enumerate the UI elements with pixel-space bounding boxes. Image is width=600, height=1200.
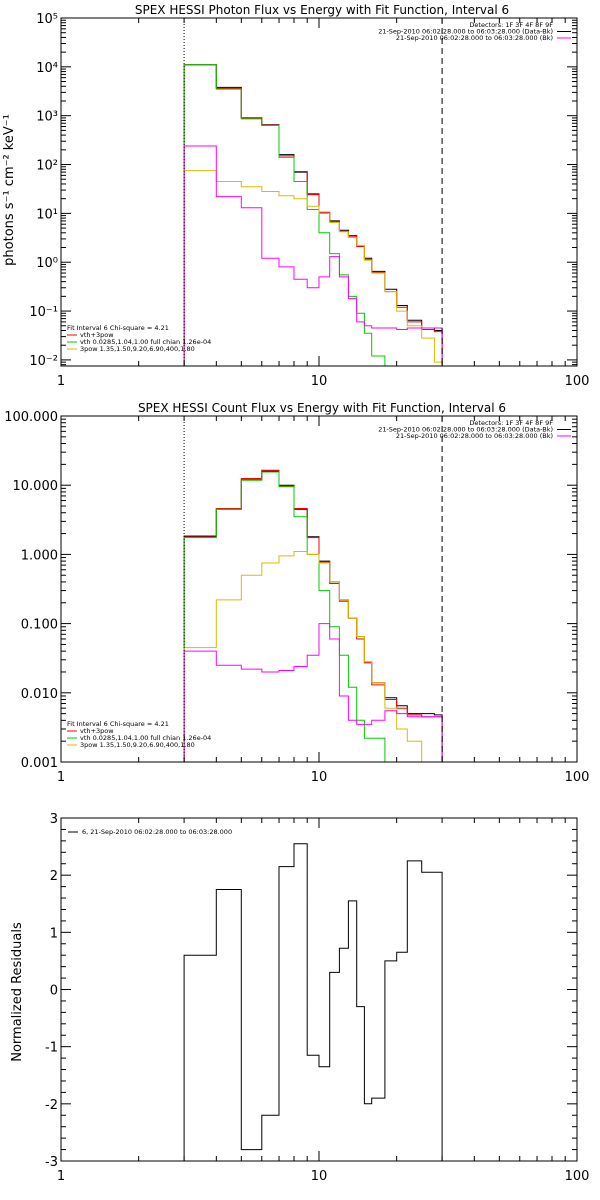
y-tick-label: 0.001: [21, 756, 58, 771]
y-tick-label: 10⁵: [36, 12, 58, 27]
plot-frame: [60, 17, 578, 367]
y-tick-label: 0: [50, 984, 58, 999]
y-tick-label: 10.000: [13, 479, 59, 494]
plot-area: [183, 18, 443, 367]
legend-entry: Fit Interval 6 Chi-square = 4.21: [67, 324, 169, 332]
info-line: 21-Sep-2010 06:02:28.000 to 06:03:28.000…: [378, 28, 553, 36]
y-tick-label: 10⁰: [36, 256, 58, 271]
legend: 6, 21-Sep-2010 06:02:28.000 to 06:03:28.…: [68, 828, 232, 836]
series-line-1: [183, 64, 443, 366]
x-axis: 1 10 100: [57, 818, 590, 1184]
x-tick-label: 100: [565, 770, 590, 785]
x-tick-label: 1: [57, 770, 65, 785]
legend-entry: 3pow 1.35,1.50,9.20,6.90,400,1.80: [80, 345, 195, 353]
y-tick-label: -2: [45, 1098, 58, 1113]
info-line: 21-Sep-2010 06:02:28.000 to 06:03:28.000…: [396, 432, 553, 440]
legend-entry: vth 0.0285,1.04,1.00 full chian 1.26e-04: [80, 338, 211, 346]
residuals-panel: Normalized Residuals 1 10 100 -3 -2 -1 0 1 2 3 6, …: [10, 812, 589, 1184]
count-flux-panel: SPEX HESSI Count Flux vs Energy with Fit…: [4, 401, 589, 785]
x-tick-label: 10: [311, 1169, 328, 1184]
info-line: 21-Sep-2010 06:02:28.000 to 06:03:28.000…: [378, 426, 553, 434]
info-line: Detectors: 1F 3F 4F 8F 9F: [469, 21, 553, 29]
y-tick-label: 10²: [36, 159, 58, 174]
x-axis: 1 10 100: [57, 18, 590, 389]
legend-entry: vth+3pow: [80, 727, 114, 735]
x-axis: 1 10 100: [57, 416, 590, 785]
y-tick-label: 10⁻¹: [29, 305, 58, 320]
x-tick-label: 1: [57, 374, 65, 389]
x-tick-label: 10: [311, 374, 328, 389]
x-tick-label: 10: [311, 770, 328, 785]
y-axis-label: photons s⁻¹ cm⁻² keV⁻¹: [2, 114, 17, 266]
legend-entry: 6, 21-Sep-2010 06:02:28.000 to 06:03:28.…: [82, 828, 232, 836]
series-line-4: [183, 623, 443, 762]
plot-frame: [60, 817, 578, 1162]
chart-title: SPEX HESSI Count Flux vs Energy with Fit…: [138, 401, 506, 415]
y-tick-label: 3: [50, 812, 58, 827]
photon-flux-panel: SPEX HESSI Photon Flux vs Energy with Fi…: [2, 3, 589, 389]
y-tick-label: 10³: [36, 110, 58, 125]
legend-entry: vth 0.0285,1.04,1.00 full chian 1.26e-04: [80, 734, 211, 742]
y-axis: 0.001 0.010 0.100 1.000 10.000 100.000: [4, 410, 577, 771]
legend-entry: 3pow 1.35,1.50,9.20,6.90,400,1.80: [80, 741, 195, 749]
y-axis-label: Normalized Residuals: [10, 922, 25, 1062]
y-tick-label: 1: [50, 926, 58, 941]
y-tick-label: 1.000: [21, 548, 58, 563]
y-tick-label: 100.000: [4, 410, 58, 425]
series-line-4: [183, 145, 443, 366]
y-tick-label: 10¹: [36, 207, 58, 222]
y-tick-label: 10⁻²: [29, 354, 58, 369]
info-line: 21-Sep-2010 06:02:28.000 to 06:03:28.000…: [396, 34, 553, 42]
y-tick-label: 0.010: [21, 687, 58, 702]
plot-area: [183, 416, 443, 763]
series-line-0: [183, 64, 443, 366]
series-line-2: [183, 471, 443, 763]
legend: Fit Interval 6 Chi-square = 4.21vth+3pow…: [67, 720, 211, 749]
x-tick-label: 1: [57, 1169, 65, 1184]
legend: Fit Interval 6 Chi-square = 4.21vth+3pow…: [67, 324, 211, 353]
y-axis: -3 -2 -1 0 1 2 3: [45, 812, 577, 1170]
y-tick-label: 0.100: [21, 618, 58, 633]
series-line-0: [183, 470, 443, 762]
y-tick-label: -1: [45, 1041, 58, 1056]
chart-title: SPEX HESSI Photon Flux vs Energy with Fi…: [135, 3, 509, 17]
y-tick-label: 10⁴: [36, 61, 58, 76]
series-line-2: [183, 64, 443, 367]
plot-area: [183, 843, 443, 1161]
legend-entry: Fit Interval 6 Chi-square = 4.21: [67, 720, 169, 728]
legend-entry: vth+3pow: [80, 331, 114, 339]
series-line-0: [183, 843, 443, 1161]
y-axis: 10⁻² 10⁻¹ 10⁰ 10¹ 10² 10³ 10⁴ 10⁵: [29, 12, 577, 369]
y-tick-label: -3: [45, 1155, 58, 1170]
x-tick-label: 100: [565, 374, 590, 389]
x-tick-label: 100: [565, 1169, 590, 1184]
info-line: Detectors: 1F 3F 4F 8F 9F: [469, 419, 553, 427]
series-line-3: [183, 551, 443, 763]
series-line-3: [183, 170, 443, 366]
y-tick-label: 2: [50, 869, 58, 884]
series-line-1: [183, 469, 443, 762]
